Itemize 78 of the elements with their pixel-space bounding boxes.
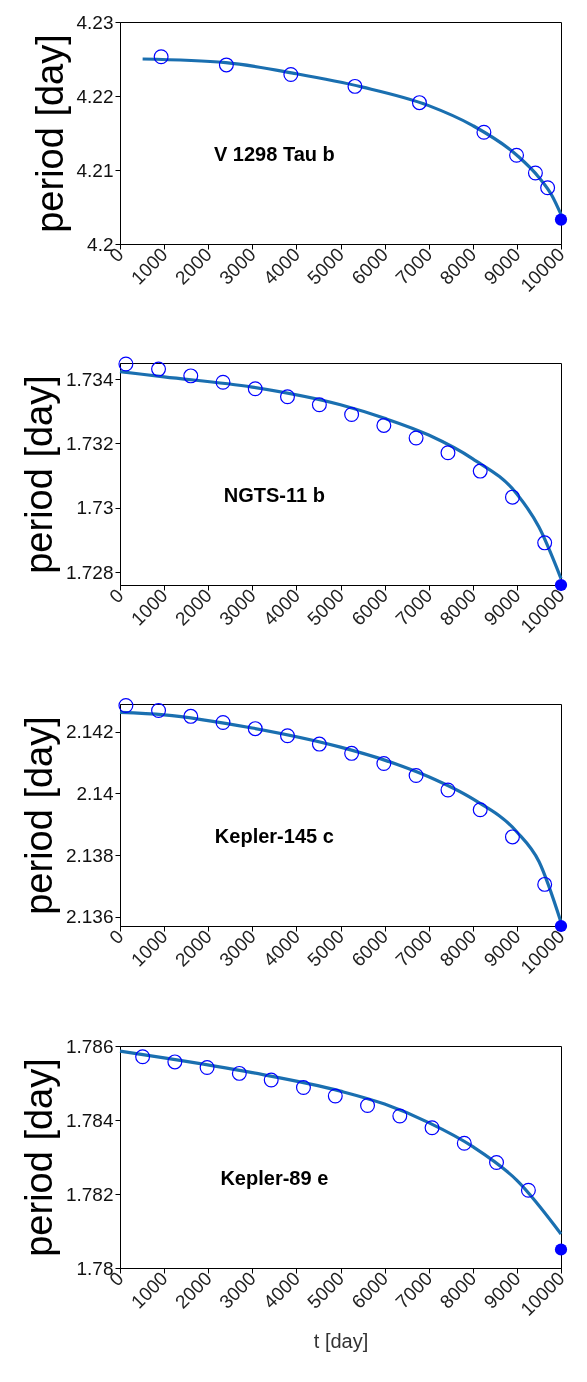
point (554, 213, 568, 226)
point (376, 417, 392, 433)
point (408, 768, 424, 784)
point (295, 1079, 311, 1095)
point (456, 1135, 472, 1151)
point (527, 165, 543, 181)
point (344, 407, 360, 422)
y-tick-label: 2.14 (76, 782, 114, 804)
y-tick-label: 1.784 (65, 1109, 114, 1131)
point (509, 147, 525, 163)
line-series (118, 1049, 563, 1236)
y-tick-label: 1.728 (65, 561, 114, 583)
annotation: Kepler-89 e (220, 1167, 329, 1190)
point (247, 381, 263, 397)
y-tick-label: 1.782 (65, 1183, 114, 1205)
point (247, 721, 263, 737)
annotation: Kepler-145 c (214, 825, 334, 848)
y-axis-title: period [day] (17, 716, 60, 915)
y-axis-title: period [day] (17, 1058, 60, 1257)
point (424, 1120, 440, 1136)
x-tick-label: 0 (105, 925, 128, 949)
point (280, 389, 295, 405)
point (504, 489, 520, 505)
point (344, 745, 360, 761)
point (215, 715, 231, 730)
point (440, 782, 456, 798)
point (347, 78, 363, 94)
point (520, 1182, 536, 1198)
point (327, 1088, 343, 1104)
point (360, 1098, 376, 1114)
point (151, 361, 167, 377)
point (118, 698, 134, 714)
point (215, 374, 231, 390)
x-axis-title: t [day] (313, 1329, 369, 1352)
point (472, 802, 488, 818)
point (440, 445, 456, 461)
y-axis-title: period [day] (17, 375, 60, 574)
point (376, 756, 392, 771)
point (411, 95, 427, 111)
point (311, 397, 327, 413)
point (231, 1065, 247, 1081)
annotation: NGTS-11 b (223, 484, 325, 507)
point (408, 430, 424, 446)
point (537, 876, 553, 892)
point (183, 708, 199, 724)
y-tick-label: 4.22 (76, 85, 114, 107)
y-tick-label: 1.73 (76, 497, 114, 519)
point (135, 1049, 151, 1065)
x-tick-label: 0 (105, 584, 128, 608)
y-tick-label: 1.732 (65, 432, 114, 454)
point (263, 1072, 279, 1088)
point (311, 736, 327, 752)
point (540, 180, 556, 196)
y-tick-label: 4.23 (76, 11, 114, 33)
y-tick-label: 2.138 (65, 844, 114, 866)
y-tick-label: 1.786 (65, 1035, 114, 1057)
point (167, 1054, 183, 1070)
point (476, 124, 492, 140)
y-axis-title: period [day] (28, 34, 71, 233)
point (283, 67, 299, 83)
point (151, 703, 167, 718)
y-tick-label: 2.142 (65, 721, 114, 743)
annotation: V 1298 Tau b (213, 143, 335, 166)
point (199, 1059, 215, 1075)
point (472, 463, 488, 479)
y-tick-label: 4.21 (76, 159, 114, 181)
point (504, 829, 520, 845)
point (218, 57, 234, 73)
point (280, 728, 295, 744)
y-tick-label: 1.734 (65, 368, 114, 390)
point (183, 368, 199, 384)
point (392, 1108, 408, 1124)
point (554, 1243, 568, 1256)
point (153, 49, 169, 65)
point (489, 1155, 505, 1171)
point (537, 535, 553, 551)
point (118, 356, 134, 372)
y-tick-label: 2.136 (65, 906, 114, 928)
